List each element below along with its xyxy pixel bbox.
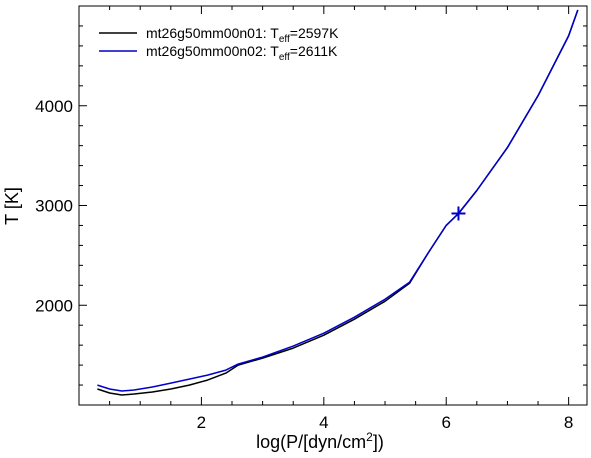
y-axis-ticks: 2000 3000 4000 [35,25,587,386]
series-line-2 [97,9,579,392]
x-tick-label: 2 [197,413,206,432]
x-axis-ticks: 2 4 6 8 [109,6,573,432]
legend: mt26g50mm00n01: Teff=2597K mt26g50mm00n0… [99,25,339,63]
x-axis-label: log(P/[dyn/cm2]) [256,430,384,452]
legend-label-1: mt26g50mm00n01: Teff=2597K [146,25,339,45]
series-line-1 [97,9,579,396]
marker-layer [451,206,466,221]
x-tick-label: 4 [319,413,328,432]
legend-label-2: mt26g50mm00n02: Teff=2611K [146,43,338,63]
plot-frame [78,5,588,406]
y-tick-label: 4000 [35,97,73,116]
x-tick-label: 8 [564,413,573,432]
y-axis-label: T [K] [2,187,22,225]
x-tick-label: 6 [441,413,450,432]
y-tick-label: 2000 [35,296,73,315]
y-tick-label: 3000 [35,197,73,216]
series-layer [97,9,579,396]
